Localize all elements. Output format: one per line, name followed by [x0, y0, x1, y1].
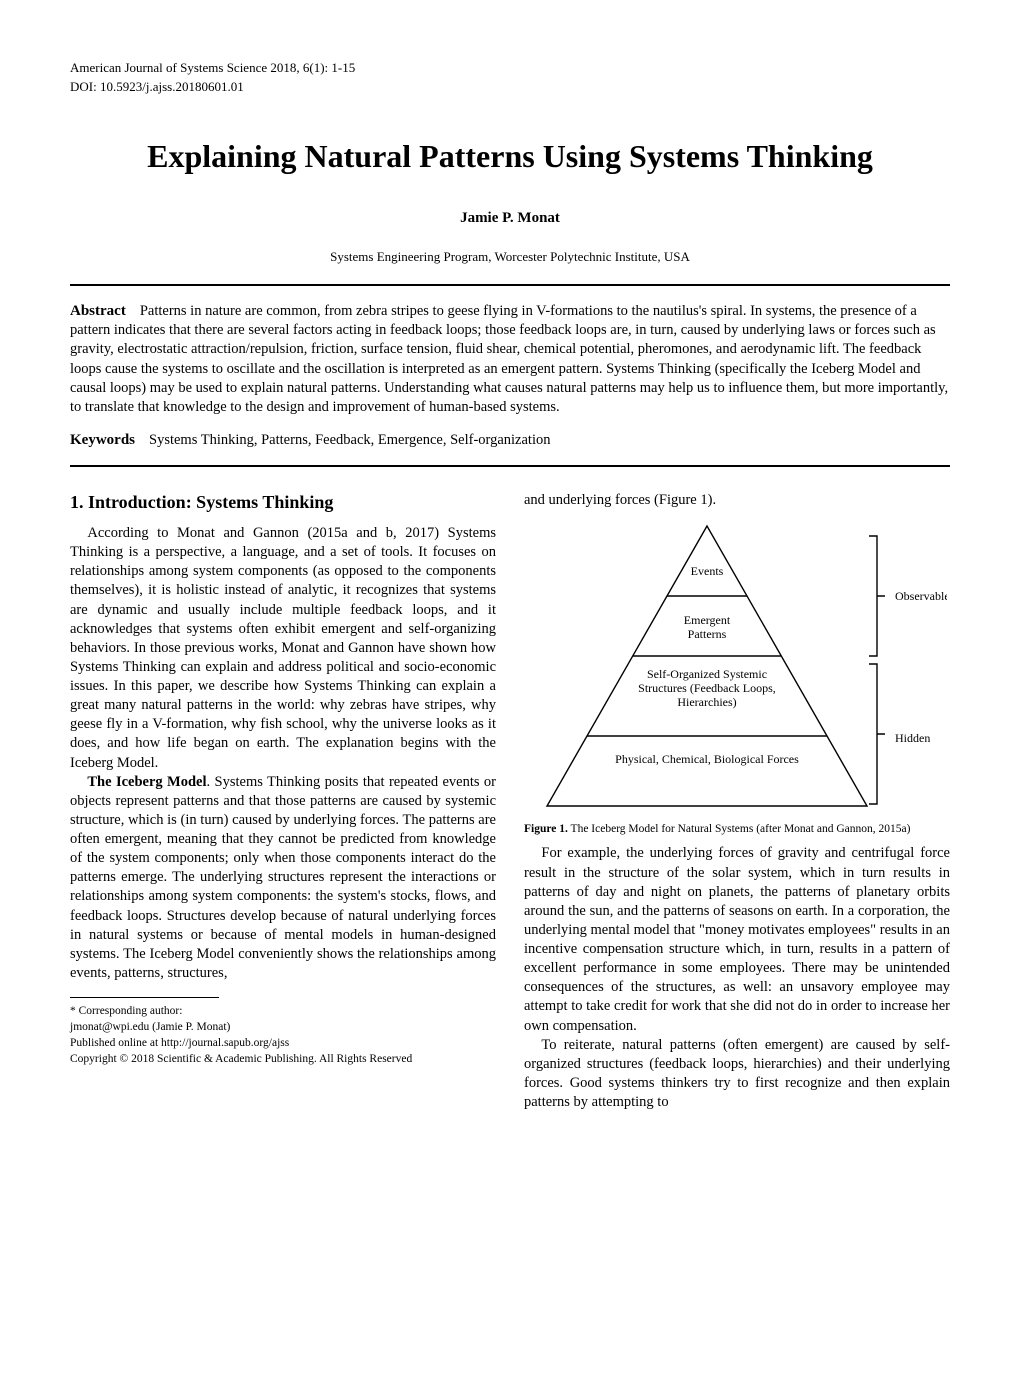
svg-text:Patterns: Patterns	[688, 627, 727, 641]
iceberg-lead: The Iceberg Model	[87, 774, 206, 790]
affiliation: Systems Engineering Program, Worcester P…	[70, 249, 950, 266]
iceberg-body: . Systems Thinking posits that repeated …	[70, 774, 496, 981]
svg-text:Structures (Feedback Loops,: Structures (Feedback Loops,	[638, 681, 776, 695]
para-intro-2: The Iceberg Model. Systems Thinking posi…	[70, 773, 496, 983]
iceberg-diagram: Events EmergentPatterns Self-Organized Sys…	[527, 516, 947, 816]
figure-caption: Figure 1. The Iceberg Model for Natural …	[524, 822, 950, 837]
left-column: 1. Introduction: Systems Thinking Accord…	[70, 491, 496, 1113]
svg-text:Observable: Observable	[895, 589, 947, 603]
journal-meta: American Journal of Systems Science 2018…	[70, 60, 950, 77]
author-name: Jamie P. Monat	[70, 209, 950, 229]
footnote-corresponding: * Corresponding author:	[70, 1003, 496, 1019]
svg-text:Emergent: Emergent	[684, 613, 731, 627]
abstract-text: Patterns in nature are common, from zebr…	[70, 303, 948, 415]
footnote-copyright: Copyright © 2018 Scientific & Academic P…	[70, 1051, 496, 1067]
section-heading: 1. Introduction: Systems Thinking	[70, 491, 496, 514]
footnote-email: jmonat@wpi.edu (Jamie P. Monat)	[70, 1019, 496, 1035]
doi-line: DOI: 10.5923/j.ajss.20180601.01	[70, 79, 950, 96]
figure-caption-rest: The Iceberg Model for Natural Systems (a…	[568, 823, 911, 835]
figure-1: Events EmergentPatterns Self-Organized Sys…	[524, 516, 950, 837]
para-right-2: To reiterate, natural patterns (often em…	[524, 1036, 950, 1113]
abstract-label: Abstract	[70, 303, 126, 319]
para-right-1: For example, the underlying forces of gr…	[524, 844, 950, 1035]
keywords-block: Keywords Systems Thinking, Patterns, Fee…	[70, 431, 950, 451]
svg-text:Hierarchies): Hierarchies)	[677, 695, 736, 709]
svg-text:Physical, Chemical, Biological: Physical, Chemical, Biological Forces	[615, 752, 799, 766]
rule-bottom	[70, 465, 950, 467]
rule-top	[70, 284, 950, 286]
two-column-body: 1. Introduction: Systems Thinking Accord…	[70, 491, 950, 1113]
keywords-label: Keywords	[70, 432, 135, 448]
keywords-text: Systems Thinking, Patterns, Feedback, Em…	[149, 432, 550, 448]
right-column: and underlying forces (Figure 1). Events…	[524, 491, 950, 1113]
svg-text:Events: Events	[691, 564, 724, 578]
svg-text:Hidden: Hidden	[895, 731, 930, 745]
continuation-text: and underlying forces (Figure 1).	[524, 491, 950, 510]
svg-text:Self-Organized Systemic: Self-Organized Systemic	[647, 667, 767, 681]
para-intro-1: According to Monat and Gannon (2015a and…	[70, 524, 496, 773]
footnote-rule	[70, 997, 219, 998]
paper-title: Explaining Natural Patterns Using System…	[70, 136, 950, 178]
figure-caption-bold: Figure 1.	[524, 823, 568, 835]
abstract-block: Abstract Patterns in nature are common, …	[70, 302, 950, 417]
footnote-published: Published online at http://journal.sapub…	[70, 1035, 496, 1051]
